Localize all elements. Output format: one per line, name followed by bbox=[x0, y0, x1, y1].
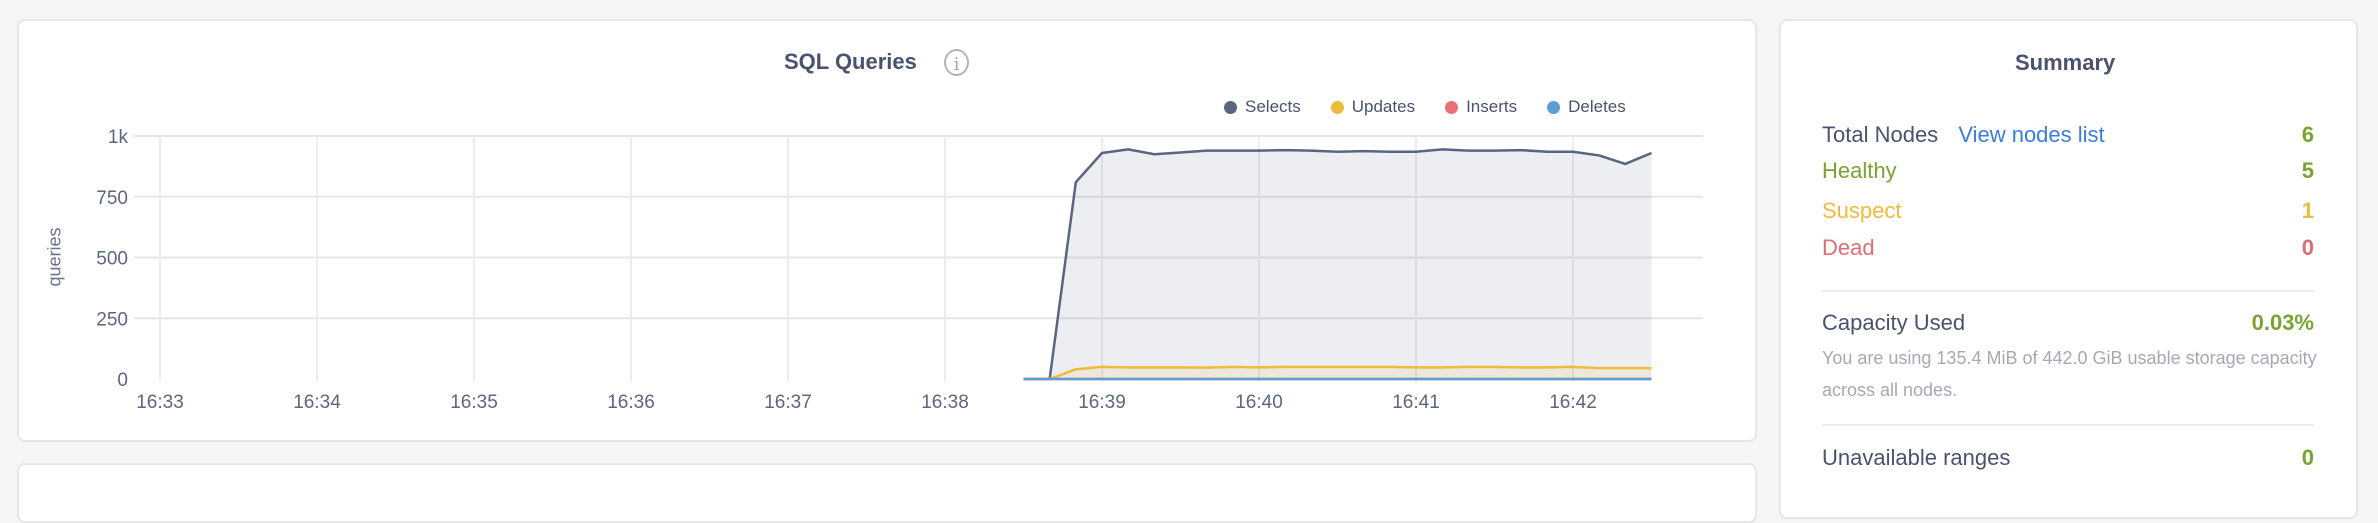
dead-value: 0 bbox=[2302, 235, 2314, 261]
capacity-row: Capacity Used 0.03% bbox=[1822, 310, 2314, 336]
summary-divider bbox=[1822, 290, 2314, 292]
sql-queries-card bbox=[17, 19, 1757, 442]
suspect-row: Suspect 1 bbox=[1822, 198, 2314, 224]
unavailable-ranges-value: 0 bbox=[2302, 445, 2314, 471]
suspect-label: Suspect bbox=[1822, 198, 1902, 224]
summary-card bbox=[1779, 19, 2358, 519]
chart-legend: Selects Updates Inserts Deletes bbox=[1224, 97, 1626, 117]
info-icon[interactable]: i bbox=[944, 49, 969, 76]
view-nodes-list-link[interactable]: View nodes list bbox=[1958, 122, 2104, 147]
total-nodes-row: Total Nodes View nodes list 6 bbox=[1822, 122, 2314, 148]
capacity-label: Capacity Used bbox=[1822, 310, 1965, 336]
capacity-description: You are using 135.4 MiB of 442.0 GiB usa… bbox=[1822, 342, 2322, 406]
unavailable-ranges-label: Unavailable ranges bbox=[1822, 445, 2010, 471]
legend-deletes: Deletes bbox=[1568, 97, 1626, 117]
legend-updates-swatch bbox=[1331, 101, 1344, 114]
legend-updates: Updates bbox=[1352, 97, 1415, 117]
suspect-value: 1 bbox=[2302, 198, 2314, 224]
summary-title: Summary bbox=[2015, 50, 2115, 76]
legend-inserts-swatch bbox=[1445, 101, 1458, 114]
secondary-card bbox=[17, 463, 1757, 523]
legend-selects: Selects bbox=[1245, 97, 1301, 117]
total-nodes-label: Total Nodes bbox=[1822, 122, 1938, 147]
healthy-value: 5 bbox=[2302, 158, 2314, 184]
chart-title: SQL Queries bbox=[784, 49, 917, 75]
capacity-value: 0.03% bbox=[2252, 310, 2314, 336]
unavailable-ranges-row: Unavailable ranges 0 bbox=[1822, 445, 2314, 471]
total-nodes-value: 6 bbox=[2302, 122, 2314, 148]
dead-label: Dead bbox=[1822, 235, 1875, 261]
summary-divider bbox=[1822, 424, 2314, 426]
healthy-label: Healthy bbox=[1822, 158, 1897, 184]
legend-deletes-swatch bbox=[1547, 101, 1560, 114]
legend-inserts: Inserts bbox=[1466, 97, 1517, 117]
legend-selects-swatch bbox=[1224, 101, 1237, 114]
healthy-row: Healthy 5 bbox=[1822, 158, 2314, 184]
dead-row: Dead 0 bbox=[1822, 235, 2314, 261]
y-axis-label: queries bbox=[45, 227, 66, 286]
